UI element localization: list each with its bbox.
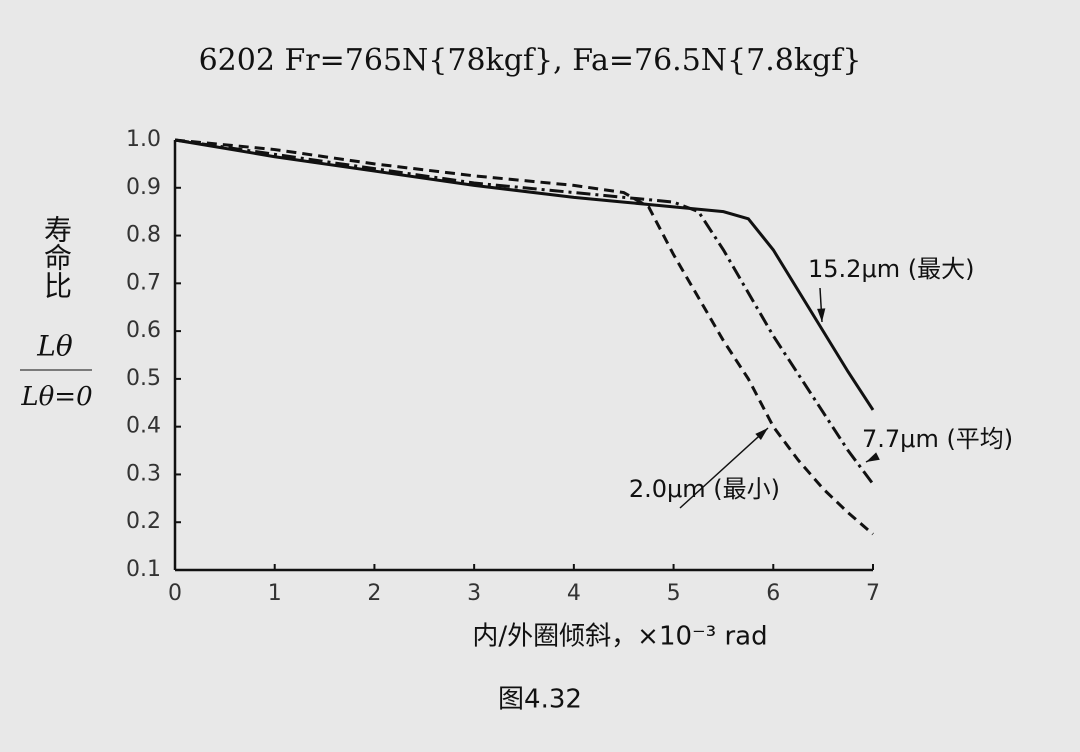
x-tick-label: 0 [168,581,182,606]
caption: 图4.32 [498,685,582,715]
y-tick-label: 1.0 [126,127,161,152]
x-tick-label: 2 [367,581,381,606]
y-axis-label-denominator: Lθ=0 [20,382,92,412]
y-tick-label: 0.5 [126,366,161,391]
arrow-head [866,452,880,462]
y-tick-label: 0.2 [126,509,161,534]
y-tick-label: 0.7 [126,270,161,295]
y-tick-label: 0.6 [126,318,161,343]
y-tick-label: 0.1 [126,557,161,582]
y-tick-label: 0.8 [126,223,161,248]
series-line [174,138,875,485]
x-tick-label: 5 [667,581,681,606]
series-label: 15.2μm (最大) [808,255,974,283]
x-axis-label: 内/外圈倾斜，×10⁻³ rad [472,622,767,652]
series-label: 2.0μm (最小) [629,475,780,503]
x-tick-label: 1 [268,581,282,606]
y-tick-label: 0.3 [126,461,161,486]
label-arrow [679,427,769,509]
y-tick-label: 0.4 [126,414,161,439]
y-tick-label: 0.9 [126,175,161,200]
x-tick-label: 3 [467,581,481,606]
arrow-head [755,428,768,441]
series-label: 7.7μm (平均) [862,425,1013,453]
x-tick-label: 6 [766,581,780,606]
y-axis-label-numerator: Lθ [36,330,73,363]
y-axis-label: 寿命比 [40,215,73,299]
x-tick-label: 4 [567,581,581,606]
chart-title: 6202 Fr=765N{78kgf}, Fa=76.5N{7.8kgf} [199,43,862,78]
x-tick-label: 7 [866,581,880,606]
series-line [174,138,875,411]
arrow-head [817,308,826,322]
